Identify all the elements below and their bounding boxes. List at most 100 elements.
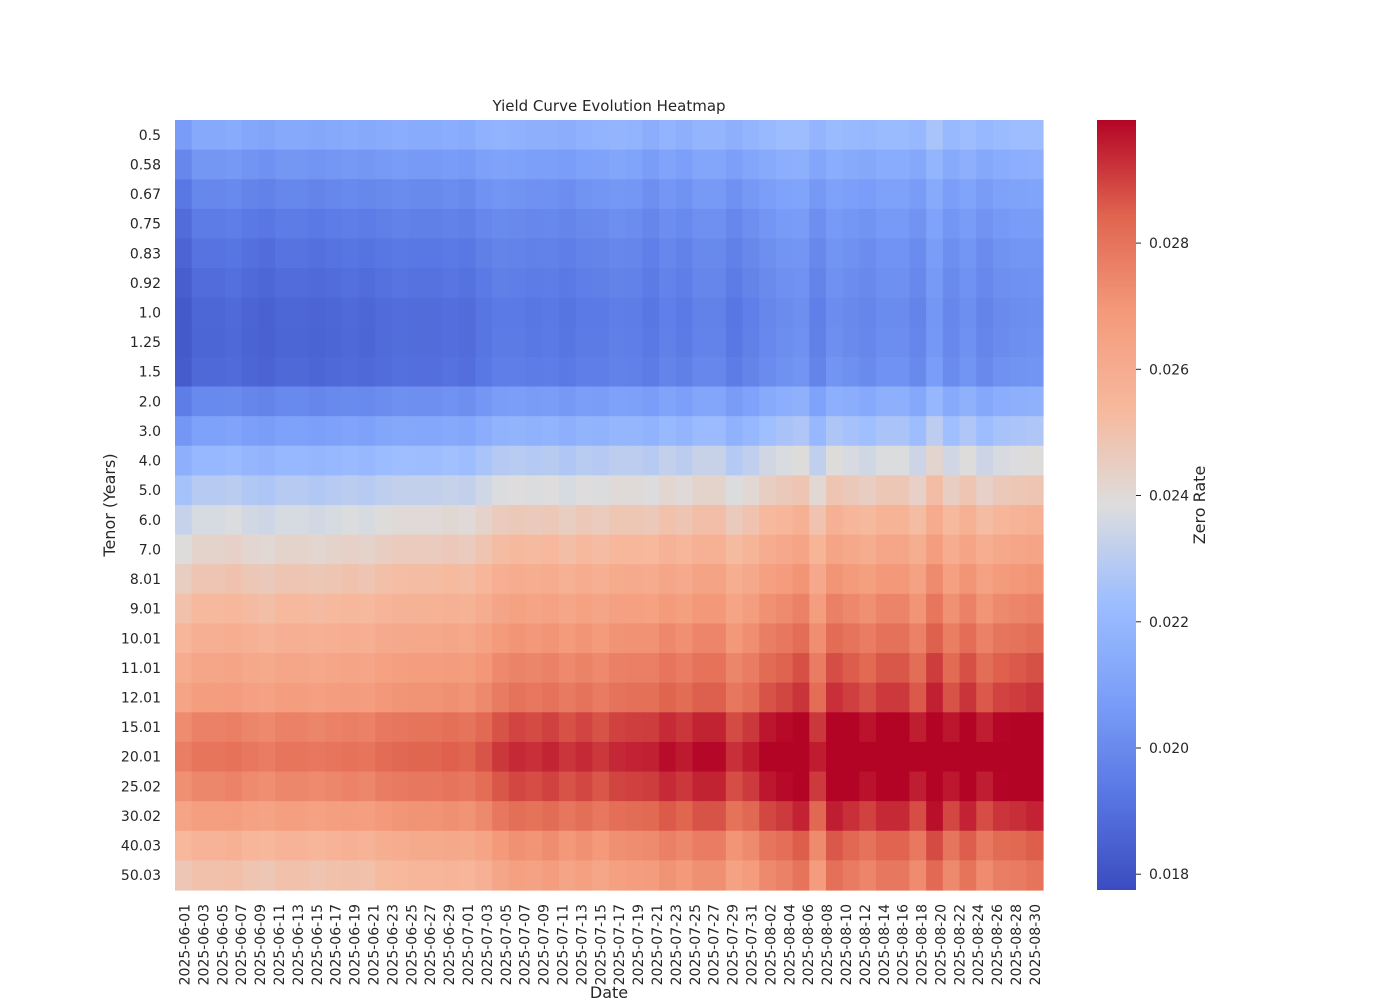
heatmap-cell [208,208,226,240]
heatmap-cell [809,179,827,210]
heatmap-cell [976,505,994,536]
heatmap-cell [308,416,326,447]
heatmap-cell [558,682,577,713]
heatmap-cell [876,741,894,773]
heatmap-cell [408,297,426,328]
heatmap-cell [325,179,343,210]
heatmap-cell [842,445,860,476]
heatmap-cell [592,682,610,713]
x-tick-label: 2025-08-08 [820,904,836,985]
heatmap-cell [625,534,643,565]
heatmap-cell [976,860,994,891]
heatmap-cell [525,505,543,536]
heatmap-cell [692,653,710,684]
heatmap-cell [475,712,493,743]
heatmap-cell [408,120,426,151]
heatmap-cell [408,860,426,891]
heatmap-cell [258,179,276,210]
heatmap-cell [558,771,577,802]
heatmap-cell [659,475,677,506]
heatmap-cell [408,741,426,773]
heatmap-cell [809,149,827,180]
heatmap-cell [892,416,911,447]
heatmap-cell [341,327,360,358]
heatmap-cell [859,623,877,654]
heatmap-cell [725,623,744,654]
heatmap-cell [675,801,694,832]
heatmap-cell [942,623,961,654]
colorbar-tick-label: 0.026 [1149,362,1189,378]
heatmap-cell [475,149,493,180]
heatmap-cell [558,386,577,417]
heatmap-cell [609,445,627,476]
heatmap-cell [191,208,209,240]
heatmap-cell [392,238,410,269]
heatmap-cell [976,208,994,240]
heatmap-cell [859,564,877,595]
heatmap-cell [1026,771,1044,802]
heatmap-cell [392,771,410,802]
heatmap-cell [775,356,794,388]
heatmap-cell [558,297,577,328]
heatmap-cell [225,179,243,210]
heatmap-cell [191,682,209,713]
heatmap-cell [1026,653,1044,684]
heatmap-cell [508,179,527,210]
heatmap-cell [976,268,994,299]
heatmap-cell [275,712,293,743]
heatmap-cell [926,416,944,447]
heatmap-cell [492,475,510,506]
heatmap-cell [525,653,543,684]
x-tick-label: 2025-07-15 [593,904,609,985]
heatmap-cell [675,327,694,358]
heatmap-cell [809,505,827,536]
heatmap-cell [725,564,744,595]
heatmap-cell [675,208,694,240]
heatmap-cell [675,593,694,625]
heatmap-cell [191,416,209,447]
heatmap-cell [976,327,994,358]
heatmap-cell [959,771,977,802]
heatmap-cell [175,386,193,417]
heatmap-cell [542,801,560,832]
heatmap-cell [692,682,710,713]
heatmap-cell [258,860,276,891]
heatmap-cell [642,445,660,476]
heatmap-cell [992,860,1011,891]
heatmap-cell [175,208,193,240]
heatmap-cell [175,860,193,891]
heatmap-cell [542,741,560,773]
heatmap-cell [575,623,593,654]
heatmap-cell [625,623,643,654]
heatmap-cell [675,149,694,180]
heatmap-cell [842,268,860,299]
heatmap-cell [291,505,310,536]
heatmap-cell [175,356,193,388]
heatmap-cells [175,120,1044,891]
heatmap-cell [492,268,510,299]
heatmap-cell [175,327,193,358]
heatmap-cell [775,475,794,506]
heatmap-cell [275,416,293,447]
heatmap-cell [408,771,426,802]
heatmap-cell [876,149,894,180]
heatmap-cell [759,505,777,536]
heatmap-cell [558,327,577,358]
heatmap-cell [959,179,977,210]
heatmap-cell [909,860,927,891]
heatmap-cell [291,416,310,447]
y-tick-label: 5.0 [139,483,161,499]
y-tick-label: 0.5 [139,128,161,144]
heatmap-cell [709,860,727,891]
heatmap-cell [976,593,994,625]
heatmap-cell [341,593,360,625]
heatmap-cell [325,149,343,180]
heatmap-cell [442,416,460,447]
heatmap-cell [291,712,310,743]
heatmap-cell [759,801,777,832]
heatmap-cell [408,386,426,417]
heatmap-cell [625,653,643,684]
heatmap-cell [225,416,243,447]
heatmap-cell [725,593,744,625]
heatmap-cell [642,268,660,299]
